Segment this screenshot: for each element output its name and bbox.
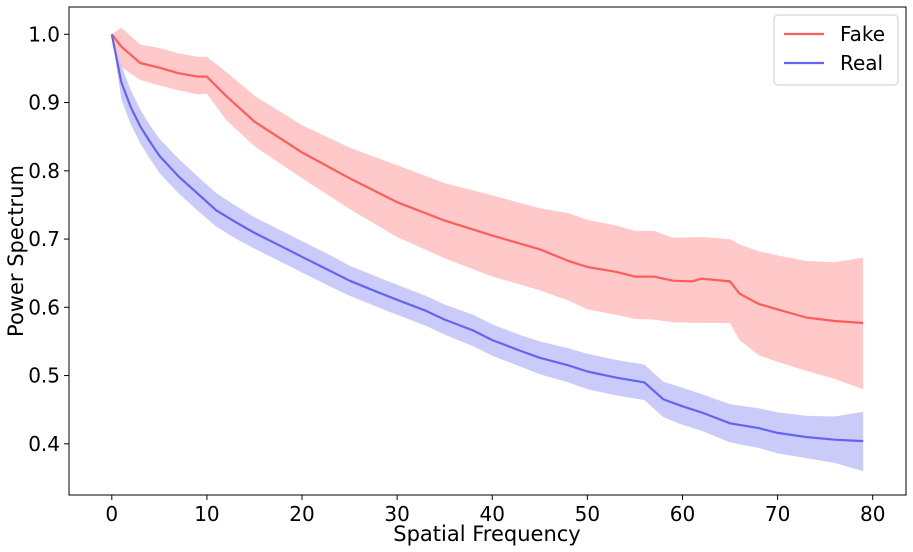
y-tick-label: 0.7 <box>28 227 60 251</box>
y-tick-label: 0.4 <box>28 432 60 456</box>
y-tick-label: 0.8 <box>28 159 60 183</box>
legend-label-real: Real <box>840 51 883 75</box>
x-tick-label: 80 <box>860 502 885 526</box>
confidence-bands <box>111 27 864 472</box>
x-tick-label: 20 <box>289 502 314 526</box>
y-tick-label: 1.0 <box>28 22 60 46</box>
legend: Fake Real <box>773 14 899 86</box>
y-tick-label: 0.5 <box>28 364 60 388</box>
x-tick-label: 30 <box>384 502 409 526</box>
plot-frame <box>68 6 907 496</box>
legend-label-fake: Fake <box>840 22 885 46</box>
line-real <box>110 34 864 443</box>
series-lines <box>110 33 864 443</box>
band-real <box>111 34 864 472</box>
x-tick-label: 10 <box>194 502 219 526</box>
legend-box <box>773 14 899 86</box>
y-axis-label: Power Spectrum <box>4 165 28 337</box>
y-tick-label: 0.6 <box>28 295 60 319</box>
x-tick-label: 60 <box>670 502 695 526</box>
line-fake <box>110 33 864 325</box>
x-tick-label: 40 <box>480 502 505 526</box>
y-axis-ticks: 0.4 0.5 0.6 0.7 0.8 0.9 1.0 <box>28 22 69 456</box>
x-tick-label: 70 <box>765 502 790 526</box>
x-axis-label: Spatial Frequency <box>393 522 580 546</box>
x-tick-label: 50 <box>575 502 600 526</box>
band-fake <box>111 27 864 390</box>
y-tick-label: 0.9 <box>28 91 60 115</box>
x-axis-ticks: 0 10 20 30 40 50 60 70 80 <box>105 495 885 526</box>
x-tick-label: 0 <box>105 502 118 526</box>
